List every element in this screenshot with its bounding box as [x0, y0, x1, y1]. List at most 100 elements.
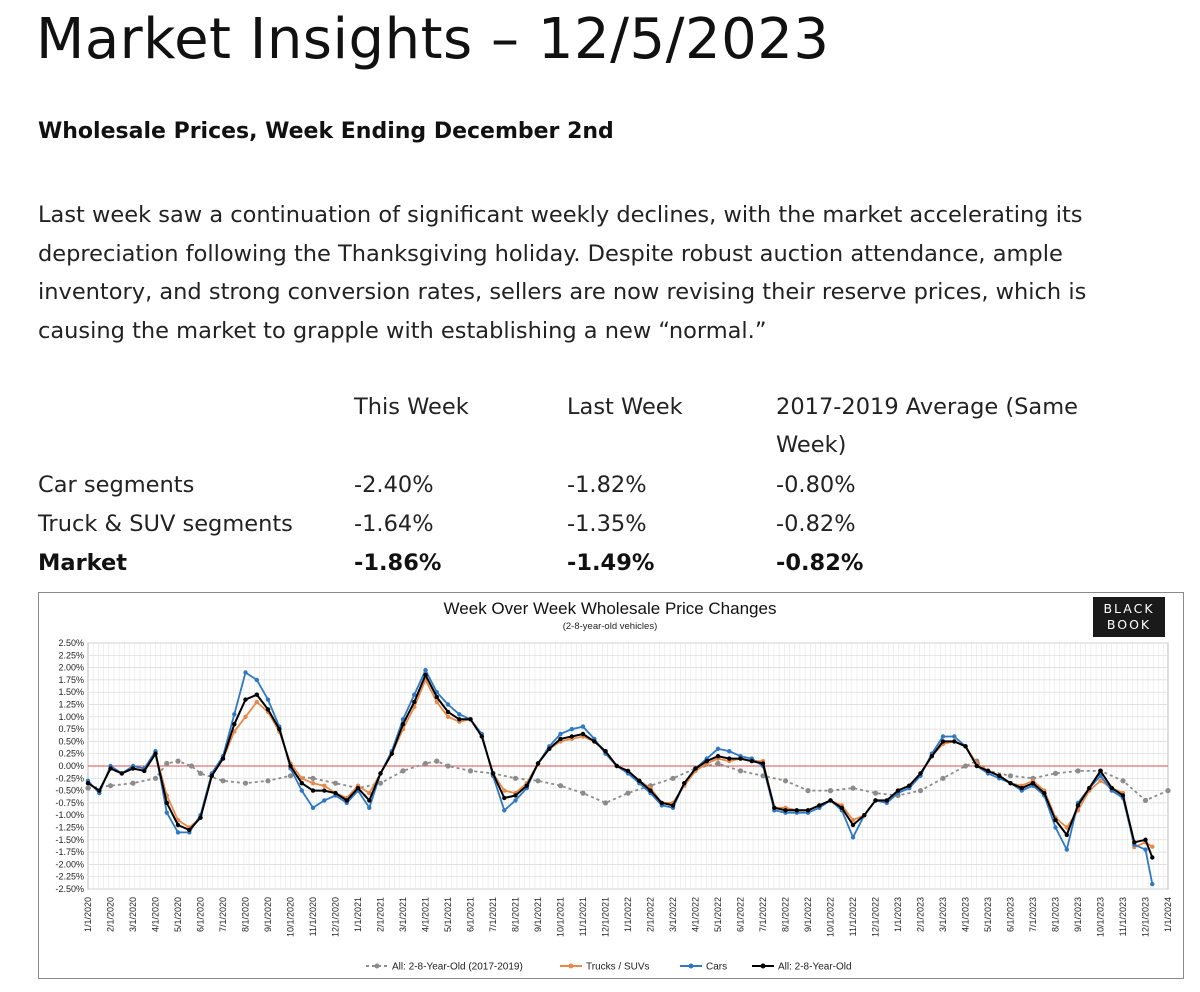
y-tick-label: 1.75% [58, 675, 84, 685]
x-tick-label: 12/1/2020 [331, 897, 341, 937]
data-point [243, 714, 248, 719]
data-point [580, 724, 586, 729]
y-tick-label: 0.25% [58, 749, 84, 759]
data-point [513, 793, 518, 798]
data-point [580, 790, 586, 796]
data-point [760, 761, 766, 766]
x-tick-label: 6/1/2023 [1006, 897, 1016, 932]
x-tick-label: 5/1/2023 [983, 897, 993, 932]
data-point [749, 758, 754, 764]
data-point [962, 763, 969, 769]
x-tick-label: 5/1/2021 [443, 897, 453, 932]
data-point [670, 803, 676, 808]
data-point [1019, 785, 1024, 791]
data-point [535, 778, 541, 784]
data-point [355, 785, 361, 791]
y-tick-label: 2.00% [58, 663, 84, 673]
col-header-average-cont: Week) [776, 432, 847, 458]
data-point [445, 714, 451, 719]
x-tick-label: 7/1/2020 [218, 897, 228, 932]
data-point [434, 758, 440, 764]
x-tick-label: 12/1/2021 [601, 897, 611, 937]
data-point [1053, 817, 1058, 823]
data-point [592, 739, 597, 744]
row-label-car: Car segments [38, 472, 195, 498]
cell-market-last-week: -1.49% [567, 550, 655, 576]
y-tick-label: 1.50% [58, 687, 84, 697]
x-tick-label: 3/1/2023 [938, 897, 948, 932]
x-tick-label: 5/1/2020 [173, 897, 183, 932]
col-header-this-week: This Week [354, 394, 469, 420]
data-point [682, 781, 687, 786]
data-point [209, 773, 214, 778]
data-point [737, 768, 744, 774]
cell-car-this-week: -2.40% [354, 472, 434, 498]
data-point [1075, 768, 1081, 774]
data-point [704, 758, 709, 764]
data-point [322, 783, 327, 788]
data-point [625, 790, 631, 796]
data-point [457, 717, 462, 722]
data-point [322, 798, 327, 803]
data-point [828, 798, 833, 803]
data-point [637, 778, 642, 783]
data-point [569, 734, 574, 739]
data-point [850, 822, 856, 828]
x-tick-label: 10/1/2021 [556, 897, 566, 937]
data-point [1120, 778, 1126, 784]
data-point [377, 780, 384, 786]
x-tick-label: 12/1/2023 [1141, 897, 1151, 937]
data-point [445, 709, 451, 715]
legend-label: Cars [706, 962, 727, 973]
data-point [1165, 788, 1171, 794]
data-point [153, 751, 158, 756]
x-tick-label: 1/1/2020 [83, 897, 93, 932]
data-point [85, 781, 91, 786]
data-point [895, 788, 901, 793]
page-title: Market Insights – 12/5/2023 [36, 7, 830, 72]
data-point [1150, 844, 1155, 849]
data-point [963, 744, 968, 749]
data-point [805, 808, 811, 813]
data-point [400, 722, 406, 727]
data-point [929, 754, 934, 759]
x-tick-label: 9/1/2023 [1073, 897, 1083, 932]
data-point [884, 798, 889, 803]
row-label-market: Market [38, 550, 128, 576]
data-point [850, 835, 856, 840]
y-tick-label: -0.75% [55, 798, 84, 808]
data-point [254, 692, 259, 697]
data-point [1150, 881, 1155, 887]
data-point [1064, 825, 1070, 830]
x-tick-label: 2/1/2023 [916, 897, 926, 932]
x-tick-label: 2/1/2022 [646, 897, 656, 932]
data-point [917, 788, 924, 794]
x-tick-label: 7/1/2023 [1028, 897, 1038, 932]
data-point [130, 766, 136, 771]
x-tick-label: 8/1/2021 [511, 897, 521, 932]
data-point [333, 790, 338, 796]
y-tick-label: -2.00% [55, 859, 84, 869]
data-point [872, 790, 879, 796]
data-point [738, 756, 743, 761]
data-point [119, 771, 125, 776]
x-tick-label: 11/1/2021 [578, 897, 588, 936]
legend-label: Trucks / SUVs [586, 962, 650, 973]
data-point [603, 749, 608, 754]
data-point [839, 805, 844, 810]
data-point [197, 770, 204, 777]
data-point [457, 712, 462, 717]
x-tick-label: 3/1/2021 [398, 897, 408, 932]
data-point [1053, 825, 1058, 830]
legend-marker [374, 963, 380, 969]
chart-subtitle: (2-8-year-old vehicles) [563, 621, 658, 632]
x-tick-label: 2/1/2020 [106, 897, 116, 932]
data-point [502, 808, 507, 813]
y-tick-label: 0.00% [58, 761, 84, 771]
data-point [423, 672, 428, 678]
data-point [918, 771, 923, 776]
legend-label: All: 2-8-Year-Old [778, 962, 852, 973]
x-tick-label: 10/1/2022 [826, 897, 836, 937]
x-tick-label: 4/1/2022 [691, 897, 701, 932]
data-point [805, 788, 811, 794]
